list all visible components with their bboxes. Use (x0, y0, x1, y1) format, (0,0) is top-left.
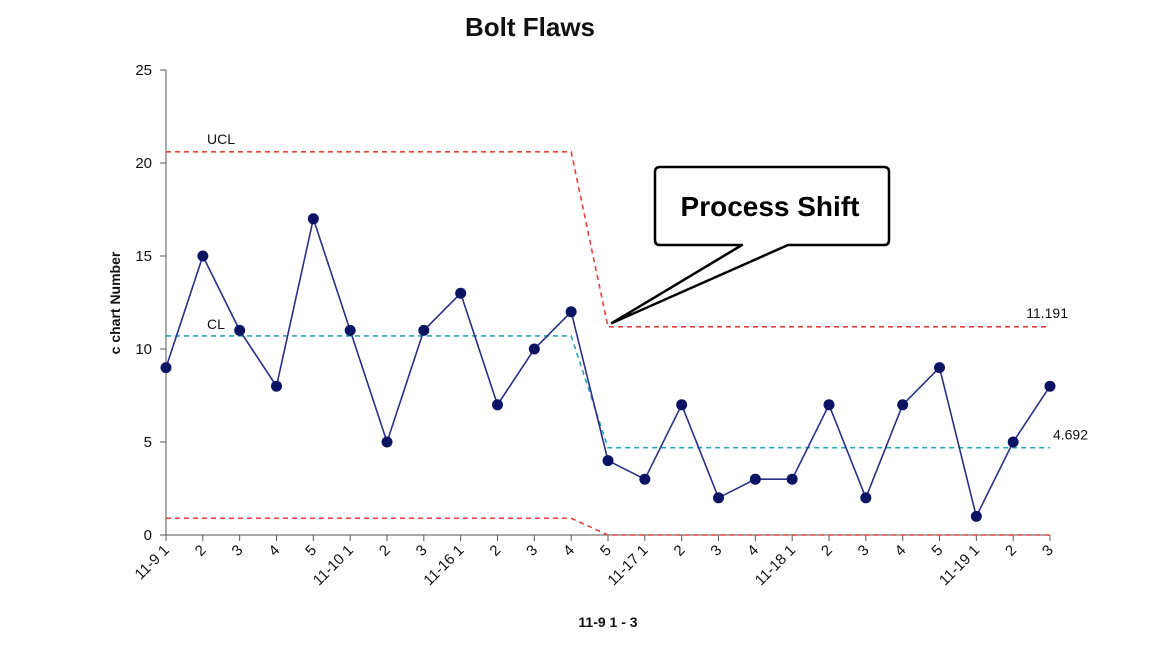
data-point (160, 362, 172, 374)
x-tick-label: 11-19 1 (936, 542, 983, 589)
process-shift-callout: Process Shift (610, 165, 891, 325)
data-point (970, 510, 982, 522)
data-point (455, 287, 467, 299)
x-tick-label: 5 (928, 542, 946, 560)
x-tick-label: 5 (597, 542, 615, 560)
x-tick-label: 3 (707, 542, 725, 560)
ucl-value-label: 11.191 (1026, 305, 1068, 321)
ucl-line (166, 151, 1050, 328)
x-tick-label: 3 (229, 542, 247, 560)
data-point (492, 399, 503, 411)
x-axis-title: 11-9 1 - 3 (578, 614, 637, 630)
x-tick-label: 4 (892, 542, 910, 560)
data-point (271, 380, 282, 392)
data-point (565, 306, 577, 318)
x-tick-label: 4 (560, 542, 578, 560)
callout-text: Process Shift (681, 191, 860, 222)
data-point (713, 492, 724, 504)
x-tick-label: 11-9 1 (132, 542, 173, 583)
data-point (1044, 380, 1056, 392)
data-point (860, 492, 872, 504)
y-axis-title: c chart Number (107, 251, 123, 354)
x-tick-label: 3 (523, 542, 541, 560)
y-tick-label: 15 (135, 248, 152, 265)
y-tick-label: 10 (135, 341, 152, 358)
data-point (344, 324, 356, 336)
x-tick-label: 11-16 1 (420, 542, 467, 589)
x-tick-label: 2 (376, 542, 394, 560)
y-tick-label: 20 (135, 155, 152, 172)
data-point (1007, 436, 1019, 448)
x-tick-label: 3 (1039, 542, 1057, 560)
y-tick-label: 5 (144, 434, 152, 451)
ucl-label: UCL (207, 131, 235, 147)
data-point (897, 399, 909, 411)
x-tick-label: 2 (486, 542, 504, 560)
series-line (165, 215, 1051, 519)
data-point (528, 343, 540, 355)
cl-label: CL (207, 316, 225, 332)
y-tick-label: 0 (144, 527, 152, 544)
data-point (934, 362, 945, 374)
x-tick-label: 4 (265, 542, 283, 560)
data-point (418, 324, 430, 336)
data-point (602, 455, 614, 467)
cl-value-label: 4.692 (1053, 427, 1088, 443)
data-point (823, 399, 835, 411)
data-point (307, 213, 319, 225)
data-point (381, 436, 393, 448)
data-point (234, 324, 246, 336)
x-tick-label: 4 (744, 542, 762, 560)
x-tick-label: 2 (671, 542, 689, 560)
x-tick-label: 11-10 1 (310, 542, 357, 589)
cl-line (166, 335, 1050, 449)
data-point (786, 473, 798, 485)
x-tick-label: 5 (302, 542, 320, 560)
x-tick-label: 11-18 1 (752, 542, 799, 589)
data-point (749, 473, 761, 485)
x-tick-label: 11-17 1 (604, 542, 651, 589)
x-tick-label: 2 (1002, 542, 1020, 560)
data-point (639, 473, 651, 485)
y-tick-label: 25 (135, 62, 152, 79)
chart-title: Bolt Flaws (465, 12, 595, 42)
callout-bubble (610, 165, 891, 325)
data-series (160, 213, 1056, 522)
x-tick-label: 3 (855, 542, 873, 560)
x-tick-label: 3 (413, 542, 431, 560)
control-limits: UCL CL 11.191 4.692 (166, 131, 1088, 536)
x-tick-label: 2 (192, 542, 210, 560)
data-point (197, 250, 209, 262)
x-tick-label: 2 (818, 542, 836, 560)
data-point (676, 399, 688, 411)
lcl-line (166, 517, 1050, 536)
